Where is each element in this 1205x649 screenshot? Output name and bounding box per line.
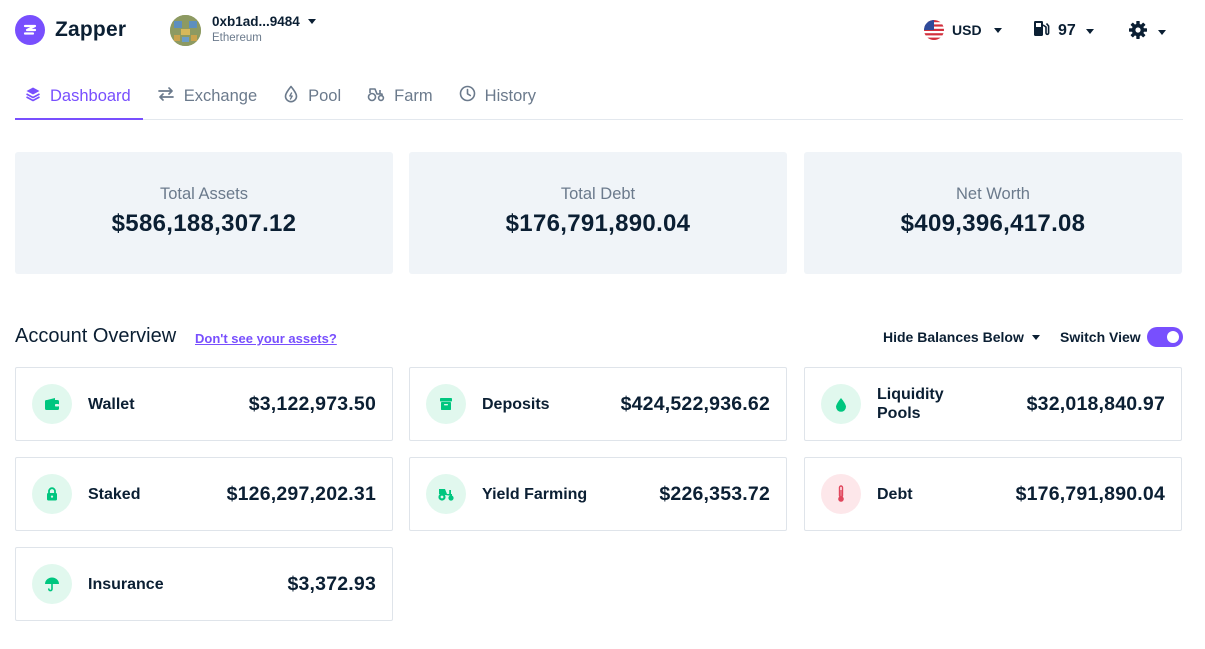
tab-dashboard[interactable]: Dashboard xyxy=(15,73,143,120)
clock-icon xyxy=(459,85,476,107)
hide-balances-dropdown[interactable]: Hide Balances Below xyxy=(883,329,1040,345)
tab-pool[interactable]: Pool xyxy=(273,73,353,119)
layers-icon xyxy=(25,86,41,107)
total-debt-value: $176,791,890.04 xyxy=(505,210,691,237)
total-debt-label: Total Debt xyxy=(560,185,636,203)
net-worth-value: $409,396,417.08 xyxy=(900,210,1086,237)
category-value: $3,122,973.50 xyxy=(248,392,376,415)
chevron-down-icon xyxy=(1085,28,1094,34)
wallet-icon xyxy=(32,384,72,424)
exchange-icon xyxy=(157,86,175,107)
category-label: Wallet xyxy=(88,395,135,413)
app-name: Zapper xyxy=(55,18,127,41)
category-value: $424,522,936.62 xyxy=(620,392,770,415)
settings-button[interactable] xyxy=(1128,20,1166,45)
category-value: $226,353.72 xyxy=(659,482,770,505)
chevron-down-icon xyxy=(993,27,1002,33)
category-value: $176,791,890.04 xyxy=(1015,482,1165,505)
zapper-logo-icon xyxy=(15,15,45,45)
currency-label: USD xyxy=(952,22,982,38)
category-card-liquidity-pools[interactable]: Liquidity Pools $32,018,840.97 xyxy=(804,367,1182,441)
currency-selector[interactable]: USD xyxy=(924,20,1002,40)
total-assets-label: Total Assets xyxy=(159,185,249,203)
category-card-staked[interactable]: Staked $126,297,202.31 xyxy=(15,457,393,531)
tab-label: Dashboard xyxy=(50,86,131,105)
tab-label: Pool xyxy=(308,86,342,105)
account-network: Ethereum xyxy=(212,32,262,44)
category-label: Debt xyxy=(877,485,913,503)
total-assets-value: $586,188,307.12 xyxy=(111,210,297,237)
main-nav: Dashboard Exchange Pool Fa xyxy=(15,73,1183,120)
category-value: $3,372.93 xyxy=(287,572,376,595)
gas-price-value: 97 xyxy=(1058,22,1076,39)
category-label: Yield Farming xyxy=(482,485,588,503)
category-value: $32,018,840.97 xyxy=(1026,392,1165,415)
missing-assets-link[interactable]: Don't see your assets? xyxy=(195,331,337,346)
hide-balances-label: Hide Balances Below xyxy=(883,329,1024,345)
chevron-down-icon xyxy=(1158,30,1166,35)
avatar xyxy=(170,15,201,46)
category-value: $126,297,202.31 xyxy=(226,482,376,505)
toggle-knob xyxy=(1167,331,1179,343)
tab-label: History xyxy=(484,86,536,105)
tab-history[interactable]: History xyxy=(449,73,548,119)
category-label: Liquidity Pools xyxy=(877,386,944,422)
tab-label: Farm xyxy=(394,86,433,105)
tractor-icon xyxy=(367,86,385,107)
tab-exchange[interactable]: Exchange xyxy=(147,73,269,119)
net-worth-card: Net Worth $409,396,417.08 xyxy=(804,152,1182,274)
app-logo[interactable]: Zapper xyxy=(15,15,126,45)
gas-pump-icon xyxy=(1033,20,1050,42)
category-label: Insurance xyxy=(88,575,164,593)
droplet-icon xyxy=(821,384,861,424)
lock-icon xyxy=(32,474,72,514)
gas-price-selector[interactable]: 97 xyxy=(1033,20,1094,42)
deposit-box-icon xyxy=(426,384,466,424)
tractor-icon xyxy=(426,474,466,514)
droplet-icon xyxy=(283,85,299,108)
umbrella-icon xyxy=(32,564,72,604)
us-flag-icon xyxy=(924,20,944,40)
total-debt-card: Total Debt $176,791,890.04 xyxy=(409,152,787,274)
total-assets-card: Total Assets $586,188,307.12 xyxy=(15,152,393,274)
category-card-debt[interactable]: Debt $176,791,890.04 xyxy=(804,457,1182,531)
category-card-wallet[interactable]: Wallet $3,122,973.50 xyxy=(15,367,393,441)
section-title: Account Overview xyxy=(15,325,177,347)
category-card-insurance[interactable]: Insurance $3,372.93 xyxy=(15,547,393,621)
tab-farm[interactable]: Farm xyxy=(357,73,445,119)
category-card-yield-farming[interactable]: Yield Farming $226,353.72 xyxy=(409,457,787,531)
account-selector[interactable]: 0xb1ad...9484 Ethereum xyxy=(170,14,316,46)
chevron-down-icon xyxy=(1031,334,1040,340)
tab-label: Exchange xyxy=(183,86,258,105)
gear-icon xyxy=(1128,20,1148,45)
net-worth-label: Net Worth xyxy=(956,185,1030,203)
account-address: 0xb1ad...9484 xyxy=(212,14,300,29)
category-card-deposits[interactable]: Deposits $424,522,936.62 xyxy=(409,367,787,441)
category-label: Deposits xyxy=(482,395,550,413)
switch-view-label: Switch View xyxy=(1060,329,1141,345)
thermometer-icon xyxy=(821,474,861,514)
category-label: Staked xyxy=(88,485,141,503)
chevron-down-icon xyxy=(307,19,316,24)
switch-view-toggle[interactable] xyxy=(1147,327,1183,347)
